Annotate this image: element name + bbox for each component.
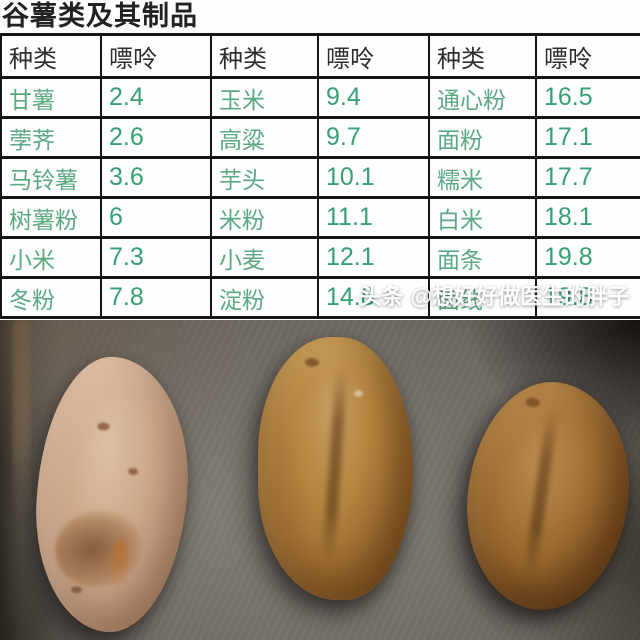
potato-middle <box>258 337 413 600</box>
type-header-cell: 种类 <box>428 33 537 79</box>
food-name-cell: 冬粉 <box>0 276 102 319</box>
purine-value-cell: 11.1 <box>317 196 430 239</box>
potato-left <box>29 353 195 636</box>
table-row: 马铃薯 3.6 芋头 10.1 糯米 17.7 <box>0 156 640 199</box>
food-name-cell: 白米 <box>428 196 537 239</box>
food-name-cell: 面线 <box>428 276 537 319</box>
potato-speckle <box>354 389 364 397</box>
purine-header-cell: 嘌呤 <box>317 33 430 79</box>
purine-value-cell: 10.1 <box>317 156 430 199</box>
purine-value-cell: 2.4 <box>100 76 212 119</box>
purine-value-cell: 3.6 <box>100 156 212 199</box>
table-row: 冬粉 7.8 淀粉 14.8 面线 19.8 <box>0 276 640 319</box>
table-row: 甘薯 2.4 玉米 9.4 通心粉 16.5 <box>0 76 640 119</box>
food-name-cell: 芋头 <box>210 156 319 199</box>
purine-value-cell: 7.3 <box>100 236 212 279</box>
potato-speckle <box>304 358 319 368</box>
purine-table: 种类 嘌呤 种类 嘌呤 种类 嘌呤 甘薯 2.4 玉米 9.4 通心粉 16.5… <box>0 33 640 319</box>
purine-value-cell: 19.8 <box>535 276 640 319</box>
potato-crease <box>322 365 349 564</box>
food-name-cell: 米粉 <box>210 196 319 239</box>
food-name-cell: 高粱 <box>210 116 319 159</box>
food-name-cell: 糯米 <box>428 156 537 199</box>
purine-header-cell: 嘌呤 <box>535 33 640 79</box>
potato-speckle <box>128 467 139 476</box>
purine-value-cell: 12.1 <box>317 236 430 279</box>
purine-value-cell: 9.4 <box>317 76 430 119</box>
food-name-cell: 通心粉 <box>428 76 537 119</box>
purine-value-cell: 16.5 <box>535 76 640 119</box>
table-row: 树薯粉 6 米粉 11.1 白米 18.1 <box>0 196 640 239</box>
potato-speckle <box>525 397 541 408</box>
purine-value-cell: 14.8 <box>317 276 430 319</box>
potato-speckle <box>70 585 83 594</box>
baking-sheet-stain <box>13 320 30 530</box>
food-name-cell: 小麦 <box>210 236 319 279</box>
watermark-handle: @想好好做医生的胖子 <box>410 284 630 309</box>
purine-value-cell: 2.6 <box>100 116 212 159</box>
food-name-cell: 荸荠 <box>0 116 102 159</box>
table-section: 谷薯类及其制品 种类 嘌呤 种类 嘌呤 种类 嘌呤 甘薯 2.4 玉米 9.4 … <box>0 0 640 320</box>
purine-value-cell: 17.7 <box>535 156 640 199</box>
purine-value-cell: 7.8 <box>100 276 212 319</box>
baked-potatoes-photo <box>0 320 640 640</box>
purine-value-cell: 18.1 <box>535 196 640 239</box>
page-title: 谷薯类及其制品 <box>2 1 198 31</box>
potato-blemish <box>48 502 149 595</box>
food-name-cell: 小米 <box>0 236 102 279</box>
food-name-cell: 马铃薯 <box>0 156 102 199</box>
purine-header-cell: 嘌呤 <box>100 33 212 79</box>
table-row: 小米 7.3 小麦 12.1 面条 19.8 <box>0 236 640 279</box>
food-name-cell: 淀粉 <box>210 276 319 319</box>
food-name-cell: 面条 <box>428 236 537 279</box>
food-name-cell: 面粉 <box>428 116 537 159</box>
table-row: 荸荠 2.6 高粱 9.7 面粉 17.1 <box>0 116 640 159</box>
food-name-cell: 甘薯 <box>0 76 102 119</box>
purine-value-cell: 19.8 <box>535 236 640 279</box>
type-header-cell: 种类 <box>210 33 319 79</box>
potato-speckle <box>97 422 110 431</box>
purine-value-cell: 9.7 <box>317 116 430 159</box>
table-header-row: 种类 嘌呤 种类 嘌呤 种类 嘌呤 <box>0 33 640 79</box>
food-name-cell: 树薯粉 <box>0 196 102 239</box>
food-name-cell: 玉米 <box>210 76 319 119</box>
watermark: 头条 @想好好做医生的胖子 <box>360 284 630 310</box>
watermark-brand: 头条 <box>359 284 404 309</box>
type-header-cell: 种类 <box>0 33 102 79</box>
potato-right <box>456 374 640 618</box>
purine-value-cell: 17.1 <box>535 116 640 159</box>
potato-crease <box>523 406 560 578</box>
purine-value-cell: 6 <box>100 196 212 239</box>
